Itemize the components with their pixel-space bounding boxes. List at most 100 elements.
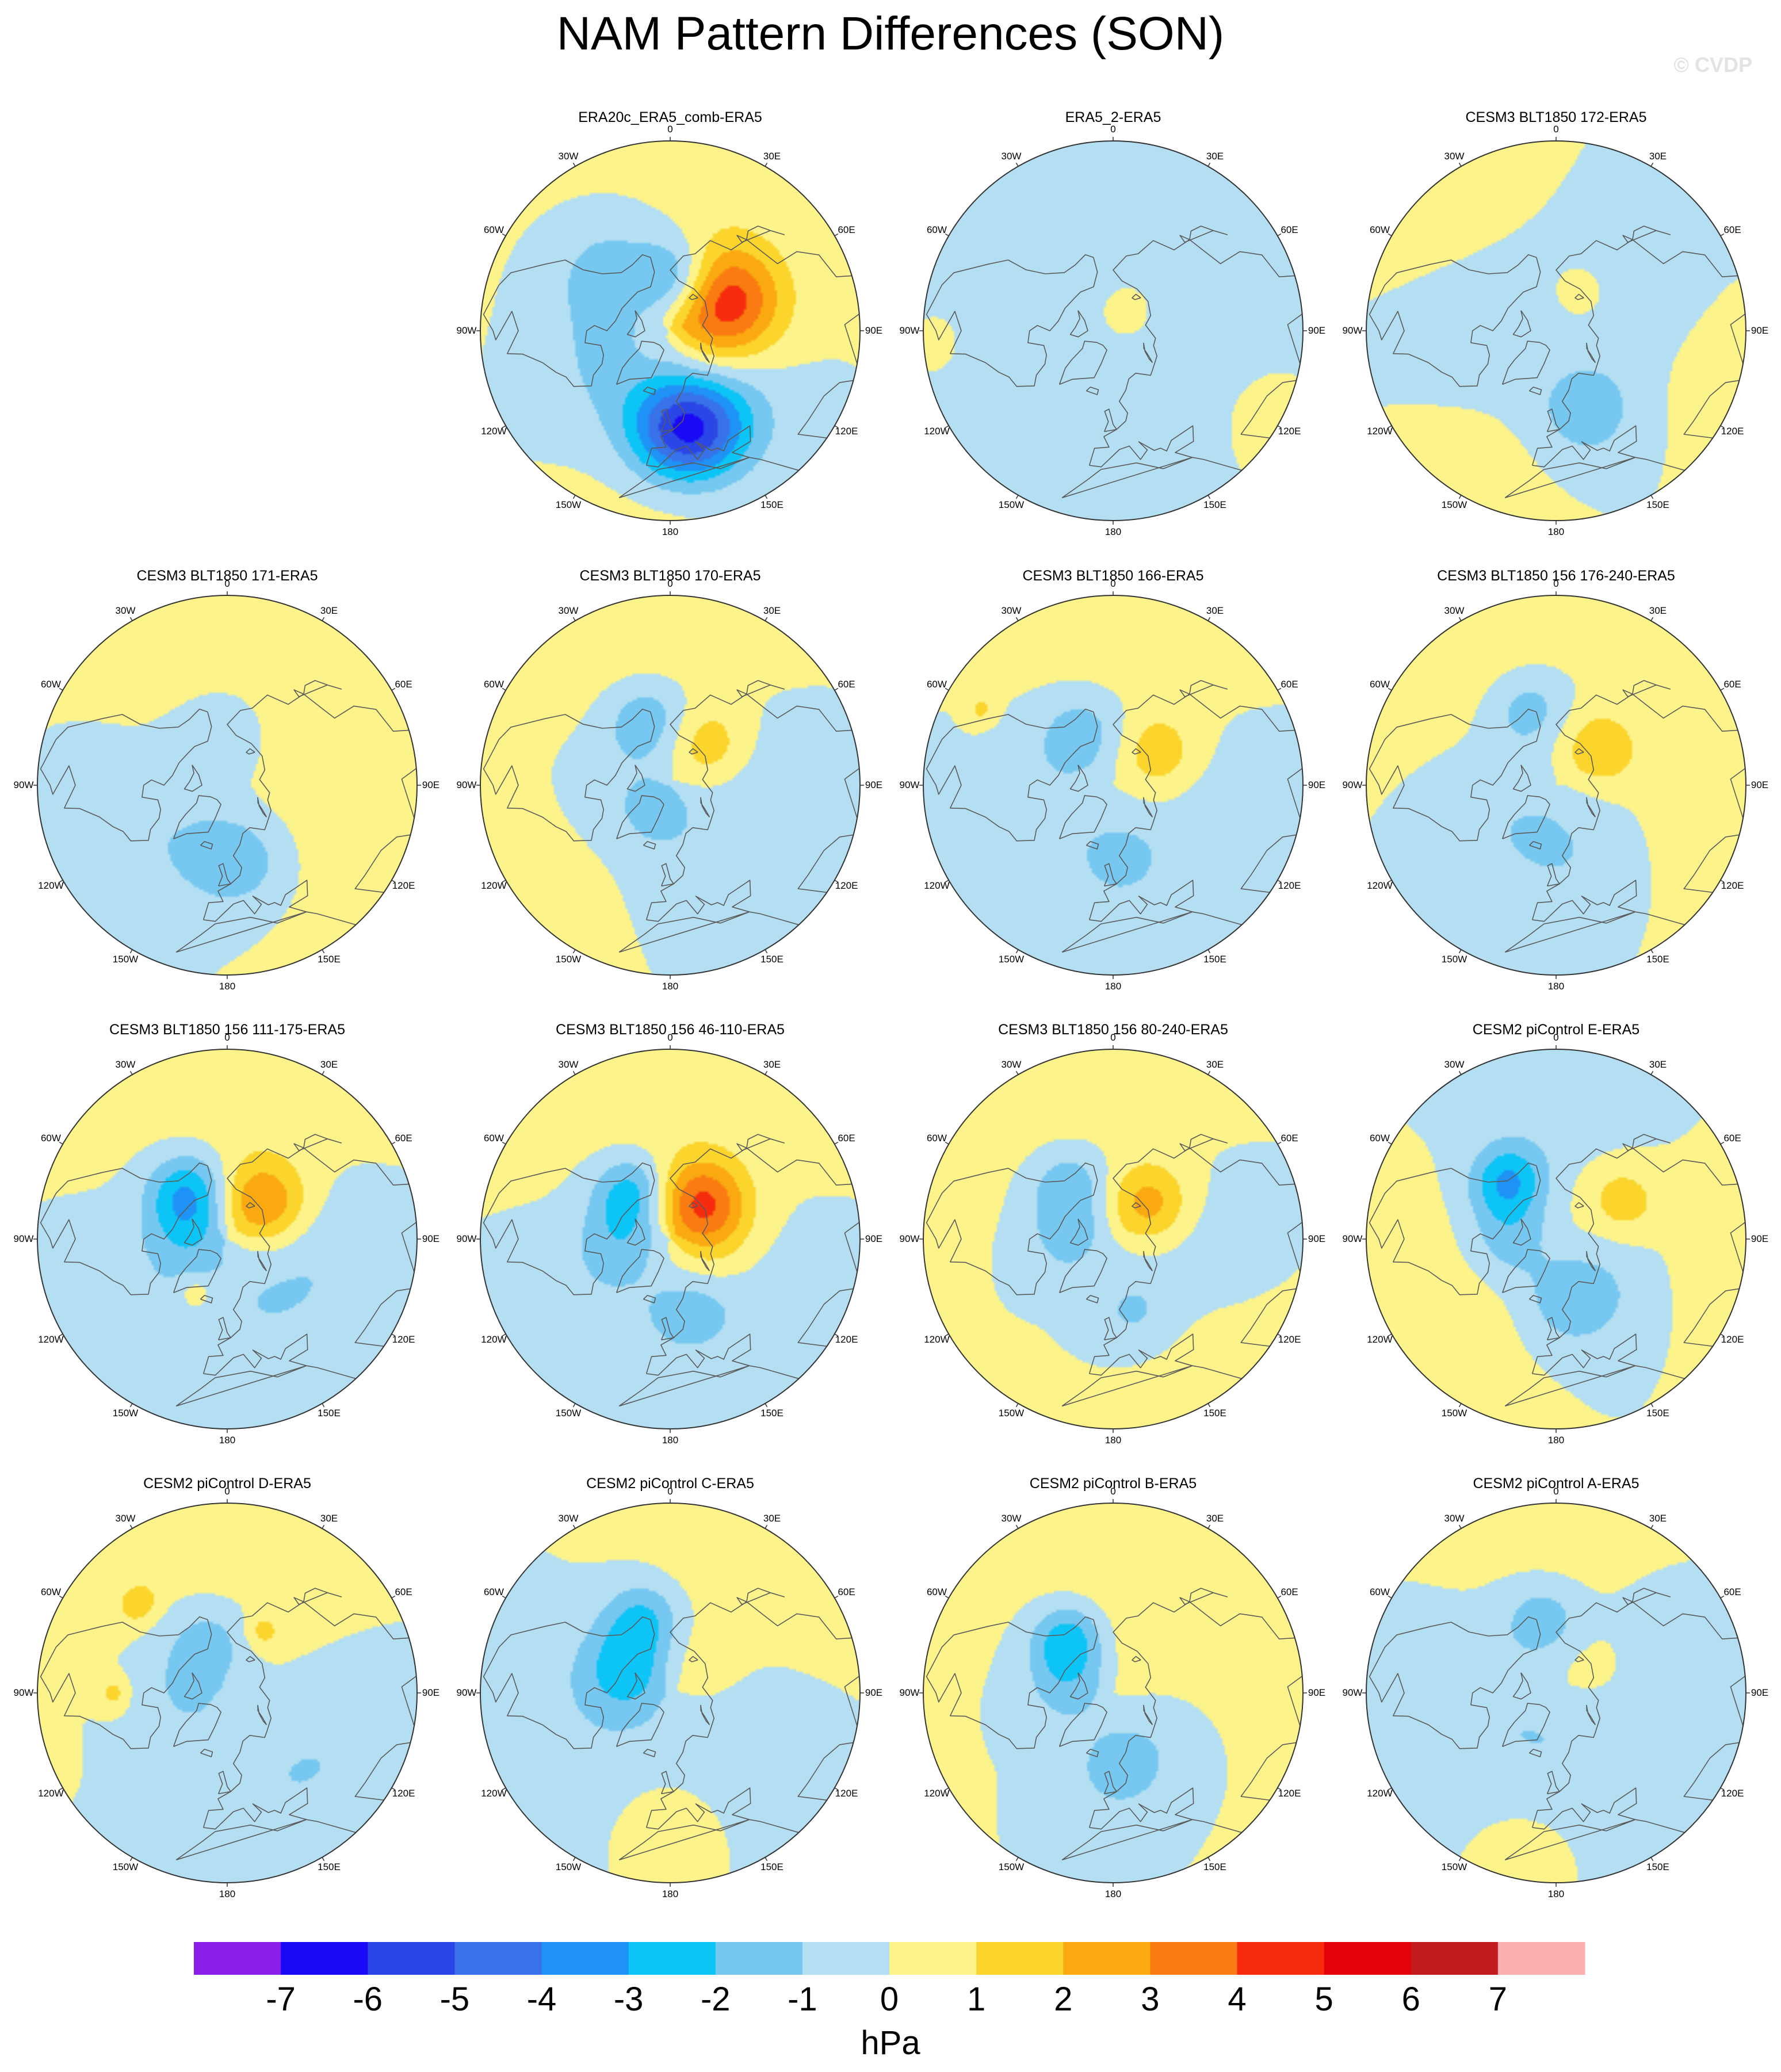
longitude-label: 30W [558, 605, 579, 616]
longitude-tick [1720, 233, 1725, 236]
longitude-tick [1015, 1857, 1019, 1861]
longitude-tick [322, 949, 325, 954]
panel-title: CESM2 piControl A-ERA5 [1473, 1475, 1639, 1492]
longitude-tick [765, 617, 768, 621]
longitude-label: 90W [13, 1687, 34, 1698]
coastline [257, 1251, 267, 1271]
panel-title: CESM2 piControl C-ERA5 [586, 1475, 754, 1492]
longitude-label: 180 [662, 981, 679, 992]
longitude-tick [59, 880, 63, 883]
coastline [200, 841, 213, 850]
coastline [1512, 1672, 1531, 1700]
longitude-tick [1650, 495, 1654, 499]
coastline [618, 911, 750, 953]
coastline [1069, 1218, 1088, 1246]
longitude-label: 150E [1203, 499, 1226, 511]
longitude-tick [572, 1524, 576, 1529]
coastlines [1369, 1134, 1746, 1407]
panel-title: CESM3 BLT1850 172-ERA5 [1465, 109, 1647, 125]
colorbar-swatch [1497, 1942, 1585, 1975]
longitude-label: 120E [1721, 1788, 1744, 1799]
longitude-tick [59, 687, 63, 691]
longitude-label: 120E [835, 1334, 858, 1345]
longitude-tick [572, 162, 576, 167]
longitude-tick [1207, 1857, 1211, 1861]
longitude-tick [322, 1071, 325, 1075]
coastline [1504, 1819, 1636, 1861]
longitude-label: 60E [1281, 224, 1298, 235]
colorbar-unit-label: hPa [861, 2024, 920, 2062]
longitude-label: 180 [1547, 1888, 1565, 1899]
coastline [1143, 1251, 1153, 1271]
map-panel [919, 1499, 1307, 1887]
longitude-tick [1458, 1857, 1462, 1861]
longitude-label: 120W [1367, 1788, 1393, 1799]
longitude-label: 150W [1441, 1408, 1467, 1419]
longitude-tick [834, 880, 839, 883]
longitude-label: 30E [763, 605, 781, 616]
longitude-label: 0 [1110, 124, 1116, 135]
longitude-label: 60W [483, 679, 504, 690]
longitude-tick [834, 1595, 839, 1599]
longitude-label: 120E [1721, 1334, 1744, 1345]
longitude-label: 120W [924, 1334, 950, 1345]
map-panel [1362, 1499, 1750, 1887]
pressure-difference-field [923, 1503, 1303, 1883]
coastline [1501, 1249, 1550, 1294]
coastline [173, 795, 221, 840]
longitude-tick [1650, 949, 1654, 954]
coastline [246, 1202, 255, 1209]
longitude-label: 90W [1342, 325, 1363, 336]
coastline [700, 1704, 710, 1725]
longitude-label: 150W [1441, 1861, 1467, 1873]
coastline [1103, 1317, 1117, 1341]
coastline [926, 254, 1098, 387]
pressure-difference-field [923, 595, 1303, 975]
coastline [1088, 239, 1303, 473]
coastline [1088, 1147, 1303, 1382]
coastline [1546, 1771, 1560, 1795]
colorbar-swatch [715, 1942, 803, 1975]
coastlines [40, 1134, 417, 1407]
coastline [616, 795, 664, 840]
longitude-label: 30E [1206, 150, 1224, 162]
coastlines [40, 680, 417, 953]
longitude-tick [1458, 162, 1462, 167]
coastline [1103, 863, 1117, 887]
coastline [618, 1365, 750, 1407]
longitude-tick [1015, 1071, 1019, 1075]
longitude-label: 60E [1281, 1133, 1298, 1144]
coastline [1058, 1703, 1107, 1748]
longitude-label: 120E [1278, 426, 1301, 437]
longitude-label: 120W [1367, 426, 1393, 437]
coastline [1103, 1771, 1117, 1795]
coastline [1586, 797, 1596, 817]
longitude-label: 150E [318, 1861, 341, 1873]
longitude-tick [834, 233, 839, 236]
longitude-tick [1720, 1595, 1725, 1599]
longitude-label: 180 [1547, 1435, 1565, 1446]
longitude-label: 30W [1444, 605, 1465, 616]
coastline [1501, 1703, 1550, 1748]
longitude-label: 90W [899, 779, 920, 790]
colorbar-swatch [802, 1942, 890, 1975]
colorbar-tick-label: -5 [439, 1981, 470, 2018]
coastline [1528, 841, 1542, 850]
longitude-label: 0 [1553, 1032, 1559, 1043]
longitude-tick [765, 162, 768, 167]
longitude-label: 150E [318, 954, 341, 965]
coastline [736, 1134, 785, 1151]
longitude-tick [1650, 1071, 1654, 1075]
longitude-tick [322, 617, 325, 621]
longitude-tick [129, 1403, 133, 1408]
longitude-tick [1720, 880, 1725, 883]
longitude-tick [502, 1595, 506, 1599]
longitude-label: 0 [1110, 1486, 1116, 1497]
coastline [660, 863, 674, 887]
longitude-label: 0 [1110, 578, 1116, 589]
longitude-label: 60E [838, 1133, 855, 1144]
panel-title: CESM2 piControl D-ERA5 [143, 1475, 311, 1492]
longitude-label: 150W [555, 954, 582, 965]
coastline [1574, 1202, 1584, 1209]
coastline [626, 310, 645, 338]
